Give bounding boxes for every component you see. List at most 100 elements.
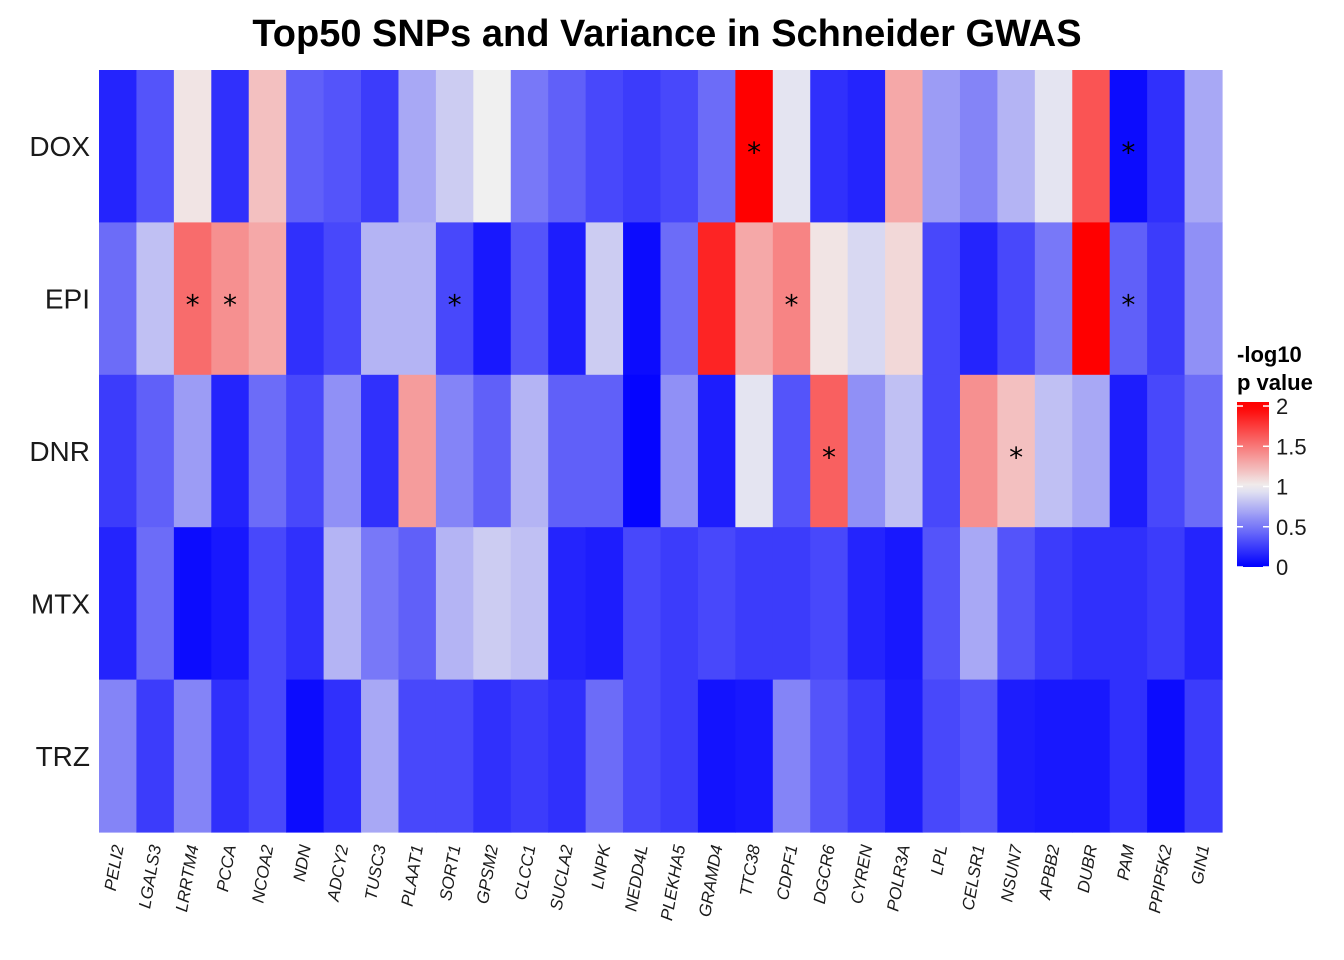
column-label-cyren: CYREN (847, 843, 876, 906)
column-label-nedd4l: NEDD4L (621, 843, 651, 912)
heatmap-cell-epi-ppip5k2 (1147, 222, 1186, 376)
heatmap-cell-mtx-peli2 (99, 527, 138, 681)
heatmap-cell-mtx-ppip5k2 (1147, 527, 1186, 681)
heatmap-cell-trz-gramd4 (697, 679, 736, 833)
heatmap-cell-epi-ndn (286, 222, 325, 376)
column-label-ttc38: TTC38 (736, 843, 764, 898)
heatmap-cell-trz-clcc1 (510, 679, 549, 833)
heatmap-cell-mtx-gin1 (1184, 527, 1223, 681)
heatmap-cell-dox-pcca (211, 70, 250, 223)
heatmap-cell-trz-adcy2 (323, 679, 362, 833)
column-label-polr3a: POLR3A (883, 843, 913, 912)
significance-mark-epi-cdpf1: * (785, 289, 799, 322)
heatmap-cell-mtx-sucla2 (548, 527, 587, 681)
heatmap-cell-dox-gin1 (1184, 70, 1223, 223)
heatmap-cell-dox-plekha5 (660, 70, 699, 223)
heatmap-cell-trz-nedd4l (623, 679, 662, 833)
heatmap-cell-epi-lgals3 (136, 222, 175, 376)
heatmap-cell-dnr-lrrtm4 (173, 374, 212, 528)
legend-title-line2: p value (1237, 370, 1313, 395)
heatmap-cell-dox-peli2 (99, 70, 138, 223)
significance-mark-epi-sort1: * (448, 289, 462, 322)
heatmap-cell-dnr-plekha5 (660, 374, 699, 528)
heatmap-cell-dnr-ttc38 (735, 374, 774, 528)
heatmap-cell-dox-cyren (847, 70, 886, 223)
heatmap-cell-dox-sort1 (435, 70, 474, 223)
heatmap-cell-epi-plekha5 (660, 222, 699, 376)
column-label-gin1: GIN1 (1188, 843, 1214, 885)
heatmap-cell-mtx-lrrtm4 (173, 527, 212, 681)
heatmap-cell-dnr-cdpf1 (772, 374, 811, 528)
significance-mark-dox-pam: * (1121, 136, 1135, 169)
heatmap-cell-mtx-cyren (847, 527, 886, 681)
heatmap-cell-mtx-nsun7 (997, 527, 1036, 681)
heatmap-cell-epi-apbb2 (1034, 222, 1073, 376)
heatmap-cell-epi-gpsm2 (473, 222, 512, 376)
row-labels: DOX EPI DNR MTX TRZ (29, 131, 90, 772)
heatmap-cell-mtx-lnpk (585, 527, 624, 681)
heatmap-cell-trz-celsr1 (959, 679, 998, 833)
heatmap-cell-mtx-lgals3 (136, 527, 175, 681)
heatmap-cell-trz-gpsm2 (473, 679, 512, 833)
heatmap-cell-dox-plaat1 (398, 70, 437, 223)
heatmap-cell-dox-celsr1 (959, 70, 998, 223)
heatmap-cell-trz-cdpf1 (772, 679, 811, 833)
row-label-dox: DOX (29, 131, 90, 162)
column-label-lgals3: LGALS3 (135, 843, 165, 910)
heatmap-cell-mtx-clcc1 (510, 527, 549, 681)
heatmap-cell-dnr-apbb2 (1034, 374, 1073, 528)
heatmap-cell-dox-lnpk (585, 70, 624, 223)
heatmap-cell-trz-apbb2 (1034, 679, 1073, 833)
legend-title-line1: -log10 (1237, 342, 1302, 367)
heatmap-cell-dnr-ndn (286, 374, 325, 528)
heatmap-cell-epi-ttc38 (735, 222, 774, 376)
heatmap-cell-trz-ppip5k2 (1147, 679, 1186, 833)
column-label-pcca: PCCA (213, 843, 240, 893)
column-label-clcc1: CLCC1 (511, 843, 539, 901)
column-label-apbb2: APBB2 (1035, 843, 1063, 902)
legend-tick-label: 0.5 (1276, 515, 1307, 540)
column-label-gpsm2: GPSM2 (473, 843, 502, 905)
heatmap-cell-dnr-dubr (1072, 374, 1111, 528)
column-label-plekha5: PLEKHA5 (657, 843, 689, 922)
heatmap-cell-epi-dgcr6 (810, 222, 849, 376)
heatmap-cell-dnr-celsr1 (959, 374, 998, 528)
column-label-ppip5k2: PPIP5K2 (1145, 843, 1176, 915)
heatmap-cell-mtx-pcca (211, 527, 250, 681)
column-label-nsun7: NSUN7 (997, 843, 1026, 904)
heatmap-cell-epi-gin1 (1184, 222, 1223, 376)
heatmap-cell-dnr-cyren (847, 374, 886, 528)
heatmap-cell-trz-lpl (922, 679, 961, 833)
column-label-cdpf1: CDPF1 (773, 843, 801, 901)
heatmap-cell-epi-cyren (847, 222, 886, 376)
heatmap-cell-epi-celsr1 (959, 222, 998, 376)
column-label-gramd4: GRAMD4 (695, 843, 726, 918)
heatmap-cell-epi-peli2 (99, 222, 138, 376)
column-label-lnpk: LNPK (588, 843, 615, 891)
heatmap-cell-dnr-nsun7 (997, 374, 1036, 528)
heatmap-cell-dox-gpsm2 (473, 70, 512, 223)
heatmap-cell-trz-tusc3 (361, 679, 400, 833)
heatmap-cell-dox-lrrtm4 (173, 70, 212, 223)
heatmap-cell-trz-ttc38 (735, 679, 774, 833)
heatmap-cell-dox-lpl (922, 70, 961, 223)
legend-ticks: 0 0.5 1 1.5 2 (1237, 394, 1307, 580)
heatmap-cell-trz-ndn (286, 679, 325, 833)
column-label-dgcr6: DGCR6 (810, 843, 839, 905)
heatmap-cell-dnr-polr3a (885, 374, 924, 528)
row-label-mtx: MTX (31, 588, 90, 619)
heatmap-cell-epi-clcc1 (510, 222, 549, 376)
heatmap-cell-dnr-peli2 (99, 374, 138, 528)
heatmap-cell-dox-nedd4l (623, 70, 662, 223)
heatmap-cell-dnr-lnpk (585, 374, 624, 528)
heatmap-cell-dnr-nedd4l (623, 374, 662, 528)
heatmap-cell-dox-ncoa2 (248, 70, 287, 223)
heatmap-cell-mtx-gpsm2 (473, 527, 512, 681)
heatmap-cell-trz-sort1 (435, 679, 474, 833)
heatmap-cell-epi-nsun7 (997, 222, 1036, 376)
heatmap-cell-epi-lpl (922, 222, 961, 376)
column-label-adcy2: ADCY2 (324, 843, 353, 904)
heatmap-cell-epi-cdpf1 (772, 222, 811, 376)
heatmap-cell-dox-polr3a (885, 70, 924, 223)
heatmap-cell-dox-gramd4 (697, 70, 736, 223)
